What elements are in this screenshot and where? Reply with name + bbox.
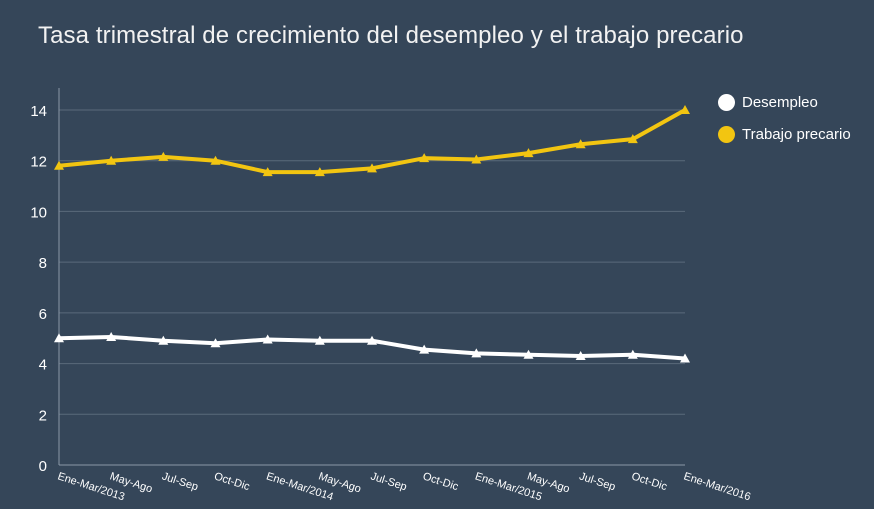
series-line-precario [57,108,687,175]
x-tick-label: Jul-Sep [160,470,199,493]
x-tick-label: Oct-Dic [421,470,460,493]
data-point[interactable] [627,349,638,359]
data-point[interactable] [575,350,586,360]
data-point[interactable] [523,349,534,359]
x-tick-label: Jul-Sep [578,470,617,493]
data-point[interactable] [158,151,169,161]
data-point[interactable] [158,335,169,345]
data-point[interactable] [262,167,273,177]
data-point[interactable] [106,155,117,165]
y-tick-label: 14 [30,103,47,120]
legend-label-precario: Trabajo precario [742,125,851,143]
legend: Desempleo Trabajo precario [718,86,851,150]
data-point[interactable] [523,148,534,158]
data-point[interactable] [471,154,482,164]
data-point[interactable] [106,331,117,341]
legend-item-desempleo[interactable]: Desempleo [718,86,851,118]
x-tick-label: Oct-Dic [630,470,669,493]
data-point[interactable] [262,334,273,344]
x-tick-label: Oct-Dic [213,470,252,493]
data-point[interactable] [419,153,430,163]
y-tick-label: 10 [30,204,47,221]
chart-title: Tasa trimestral de crecimiento del desem… [38,22,744,49]
y-tick-label: 8 [39,255,47,272]
y-tick-label: 4 [39,357,47,374]
data-point[interactable] [54,333,64,343]
legend-marker-precario [718,125,735,143]
data-point[interactable] [367,163,377,173]
data-point[interactable] [314,335,325,345]
data-point[interactable] [54,160,64,170]
x-tick-label: Ene-Mar/2016 [682,470,752,503]
data-point[interactable] [314,167,325,177]
y-tick-label: 6 [39,306,47,323]
data-point[interactable] [367,335,377,345]
data-point[interactable] [471,348,482,358]
x-tick-label: Jul-Sep [369,470,408,493]
y-tick-labels: 0 2 4 6 8 10 12 14 [30,103,47,475]
legend-item-precario[interactable]: Trabajo precario [718,118,851,150]
data-point[interactable] [210,155,221,165]
data-point[interactable] [419,344,430,354]
y-tick-label: 12 [30,154,47,171]
axes [58,88,685,466]
grid-lines [59,109,685,415]
y-tick-label: 0 [39,458,47,475]
legend-marker-desempleo [718,93,735,111]
data-point[interactable] [680,353,690,363]
data-point[interactable] [627,134,638,144]
data-point[interactable] [210,338,221,348]
legend-label-desempleo: Desempleo [742,93,818,111]
series-lines [54,105,690,363]
y-tick-label: 2 [39,407,47,424]
data-point[interactable] [575,139,586,149]
data-point[interactable] [680,105,690,114]
